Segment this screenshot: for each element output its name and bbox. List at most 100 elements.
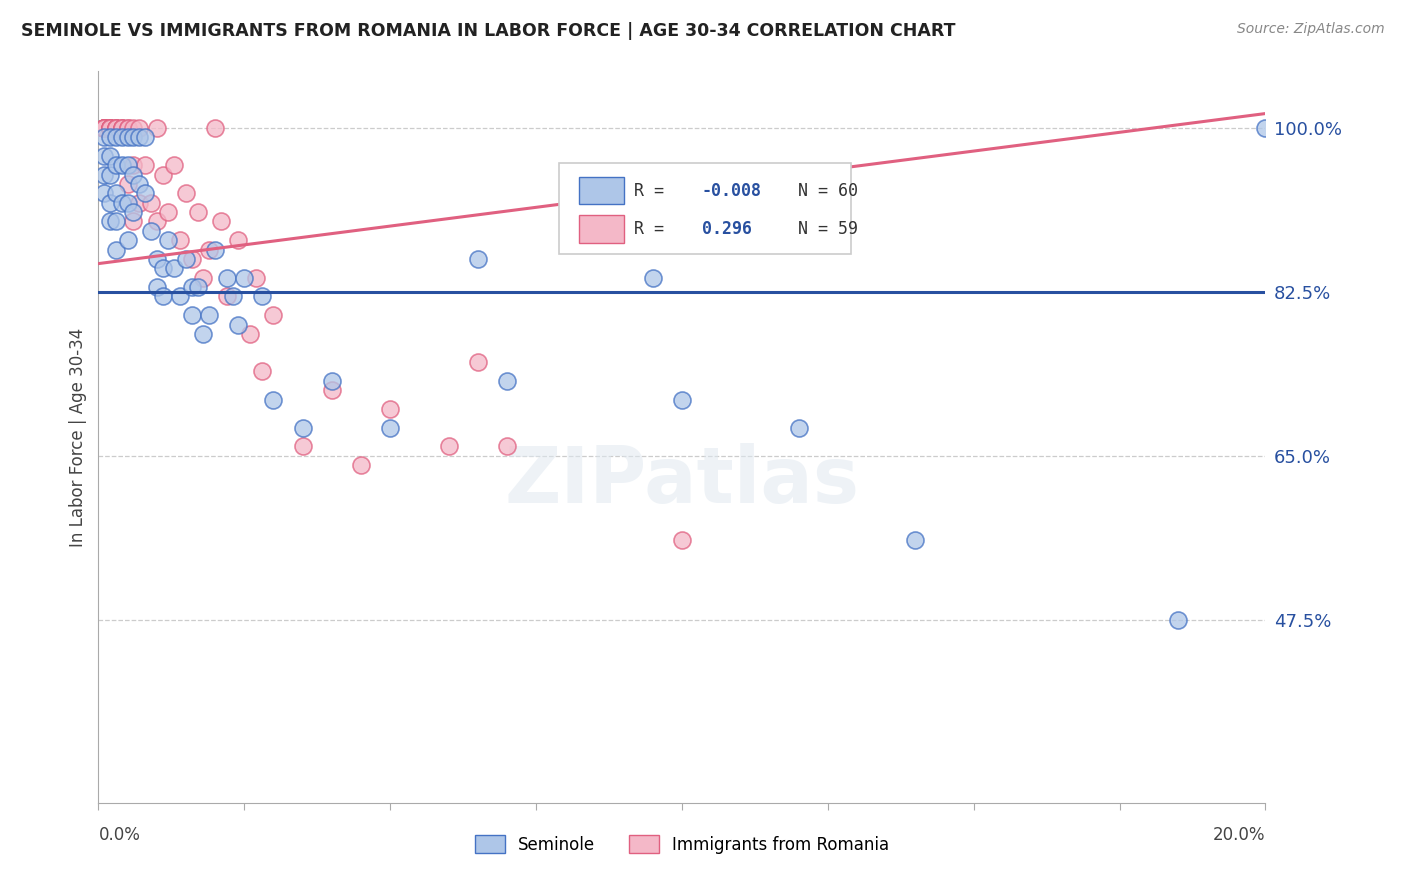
Point [128,120,150,135]
Point [321,374,343,388]
Point [128,195,150,210]
Point [98,120,121,135]
Text: R =: R = [634,182,673,200]
Point [467,355,489,369]
Point [233,270,256,285]
Point [228,233,250,247]
Text: N = 59: N = 59 [778,219,858,237]
Point [262,392,284,407]
Point [174,252,197,266]
Point [215,289,238,303]
Point [128,130,150,145]
Point [122,205,145,219]
Point [157,233,180,247]
Point [169,233,191,247]
FancyBboxPatch shape [560,163,851,254]
Point [98,168,121,182]
Point [122,130,145,145]
Point [98,149,121,163]
Point [437,440,460,454]
Point [122,120,145,135]
Point [180,280,202,294]
Point [250,289,273,303]
Point [228,318,250,332]
Point [321,383,343,397]
Point [163,158,186,172]
Point [180,308,202,322]
Point [245,270,267,285]
Point [117,158,139,172]
Point [169,289,191,303]
Point [98,195,121,210]
Point [104,214,127,228]
Point [104,120,127,135]
Point [122,158,145,172]
Point [104,243,127,257]
Point [146,214,169,228]
Point [146,120,169,135]
Point [93,120,115,135]
Point [93,120,115,135]
Point [98,214,121,228]
FancyBboxPatch shape [579,177,624,204]
Point [146,280,169,294]
Point [198,243,221,257]
Point [671,533,693,548]
Point [117,177,139,191]
Point [98,120,121,135]
Point [187,280,209,294]
FancyBboxPatch shape [579,215,624,243]
Point [134,130,156,145]
Point [104,120,127,135]
Point [380,401,402,416]
Point [93,120,115,135]
Point [262,308,284,322]
Point [146,252,169,266]
Point [104,130,127,145]
Point [93,120,115,135]
Point [111,195,134,210]
Point [1254,120,1277,135]
Point [93,120,115,135]
Y-axis label: In Labor Force | Age 30-34: In Labor Force | Age 30-34 [69,327,87,547]
Point [152,289,174,303]
Point [193,326,215,341]
Point [117,233,139,247]
Text: SEMINOLE VS IMMIGRANTS FROM ROMANIA IN LABOR FORCE | AGE 30-34 CORRELATION CHART: SEMINOLE VS IMMIGRANTS FROM ROMANIA IN L… [21,22,956,40]
Point [104,120,127,135]
Point [93,120,115,135]
Point [209,214,232,228]
Point [122,168,145,182]
Point [111,120,134,135]
Point [496,440,519,454]
Text: 20.0%: 20.0% [1213,826,1265,844]
Point [139,224,162,238]
Point [221,289,243,303]
Point [128,177,150,191]
Point [93,168,115,182]
Point [204,120,226,135]
Point [215,270,238,285]
Text: Source: ZipAtlas.com: Source: ZipAtlas.com [1237,22,1385,37]
Point [152,168,174,182]
Point [117,120,139,135]
Point [204,243,226,257]
Point [380,420,402,434]
Point [98,120,121,135]
Point [174,186,197,201]
Point [93,120,115,135]
Point [98,130,121,145]
Point [134,186,156,201]
Point [93,120,115,135]
Point [134,158,156,172]
Point [1167,613,1189,627]
Point [239,326,262,341]
Point [93,149,115,163]
Point [187,205,209,219]
Text: N = 60: N = 60 [778,182,858,200]
Point [139,195,162,210]
Point [117,120,139,135]
Point [117,130,139,145]
Point [152,261,174,276]
Point [671,392,693,407]
